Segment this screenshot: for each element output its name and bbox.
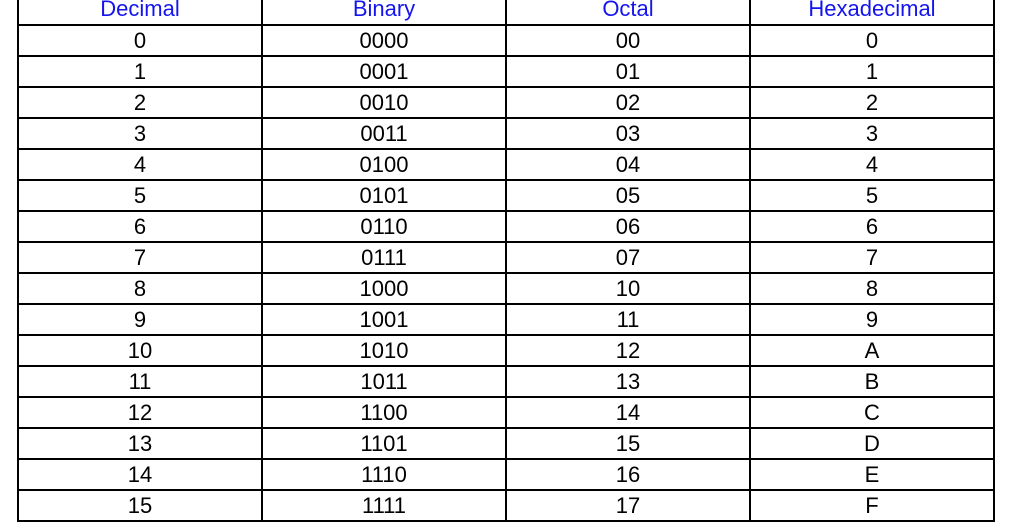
table-row: 4 0100 04 4: [17, 148, 995, 181]
table-cell-hexadecimal: 1: [749, 55, 995, 88]
table-cell-decimal: 12: [17, 396, 263, 429]
table-cell-hexadecimal: 9: [749, 303, 995, 336]
table-cell-decimal: 11: [17, 365, 263, 398]
table-cell-decimal: 9: [17, 303, 263, 336]
table-cell-binary: 1010: [261, 334, 507, 367]
table-cell-decimal: 4: [17, 148, 263, 181]
table-cell-binary: 1100: [261, 396, 507, 429]
table-cell-hexadecimal: 2: [749, 86, 995, 119]
table-cell-decimal: 15: [17, 489, 263, 522]
table-cell-binary: 1000: [261, 272, 507, 305]
column-header-binary: Binary: [261, 0, 507, 26]
table-cell-binary: 1001: [261, 303, 507, 336]
table-row: 8 1000 10 8: [17, 272, 995, 305]
table-row: 1 0001 01 1: [17, 55, 995, 88]
table-row: 15 1111 17 F: [17, 489, 995, 522]
table-cell-binary: 0000: [261, 24, 507, 57]
table-cell-octal: 16: [505, 458, 751, 491]
table-cell-binary: 0100: [261, 148, 507, 181]
table-cell-octal: 12: [505, 334, 751, 367]
table-cell-octal: 17: [505, 489, 751, 522]
column-header-decimal: Decimal: [17, 0, 263, 26]
table-row: 2 0010 02 2: [17, 86, 995, 119]
table-cell-decimal: 1: [17, 55, 263, 88]
table-row: 0 0000 00 0: [17, 24, 995, 57]
table-cell-decimal: 6: [17, 210, 263, 243]
table-row: 3 0011 03 3: [17, 117, 995, 150]
table-cell-decimal: 13: [17, 427, 263, 460]
table-cell-hexadecimal: 8: [749, 272, 995, 305]
table-cell-octal: 06: [505, 210, 751, 243]
table-cell-binary: 0001: [261, 55, 507, 88]
column-header-octal: Octal: [505, 0, 751, 26]
table-cell-octal: 03: [505, 117, 751, 150]
table-body: 0 0000 00 0 1 0001 01 1 2 0010 02 2 3 0011 03 3 4 0100 04 4…: [17, 24, 995, 522]
table-cell-octal: 13: [505, 365, 751, 398]
table-cell-decimal: 8: [17, 272, 263, 305]
table-cell-octal: 02: [505, 86, 751, 119]
table-row: 13 1101 15 D: [17, 427, 995, 460]
table-cell-hexadecimal: B: [749, 365, 995, 398]
table-cell-decimal: 5: [17, 179, 263, 212]
table-cell-decimal: 3: [17, 117, 263, 150]
table-cell-binary: 1111: [261, 489, 507, 522]
table-cell-octal: 04: [505, 148, 751, 181]
table-cell-binary: 1101: [261, 427, 507, 460]
table-cell-hexadecimal: D: [749, 427, 995, 460]
table-cell-hexadecimal: 0: [749, 24, 995, 57]
table-cell-decimal: 0: [17, 24, 263, 57]
table-cell-octal: 01: [505, 55, 751, 88]
table-row: 7 0111 07 7: [17, 241, 995, 274]
table-cell-decimal: 10: [17, 334, 263, 367]
table-row: 11 1011 13 B: [17, 365, 995, 398]
table-cell-decimal: 2: [17, 86, 263, 119]
table-cell-hexadecimal: 6: [749, 210, 995, 243]
conversion-table: Decimal Binary Octal Hexadecimal 0 0000 00…: [17, 0, 995, 522]
table-cell-hexadecimal: 5: [749, 179, 995, 212]
column-header-hexadecimal: Hexadecimal: [749, 0, 995, 26]
table-row: 14 1110 16 E: [17, 458, 995, 491]
table-cell-octal: 05: [505, 179, 751, 212]
table-cell-hexadecimal: C: [749, 396, 995, 429]
table-cell-decimal: 7: [17, 241, 263, 274]
table-cell-decimal: 14: [17, 458, 263, 491]
table-cell-octal: 14: [505, 396, 751, 429]
table-cell-binary: 0010: [261, 86, 507, 119]
table-header-row: Decimal Binary Octal Hexadecimal: [17, 0, 995, 26]
table-head: Decimal Binary Octal Hexadecimal: [17, 0, 995, 26]
table-cell-binary: 0101: [261, 179, 507, 212]
table-cell-hexadecimal: 4: [749, 148, 995, 181]
table-cell-binary: 0011: [261, 117, 507, 150]
table-cell-octal: 11: [505, 303, 751, 336]
table-cell-binary: 0110: [261, 210, 507, 243]
table-row: 6 0110 06 6: [17, 210, 995, 243]
table-cell-hexadecimal: 7: [749, 241, 995, 274]
table-cell-octal: 00: [505, 24, 751, 57]
table-cell-binary: 1110: [261, 458, 507, 491]
table-cell-hexadecimal: F: [749, 489, 995, 522]
table-cell-binary: 0111: [261, 241, 507, 274]
table-row: 5 0101 05 5: [17, 179, 995, 212]
table-cell-binary: 1011: [261, 365, 507, 398]
table-cell-hexadecimal: E: [749, 458, 995, 491]
table-cell-octal: 07: [505, 241, 751, 274]
table-row: 9 1001 11 9: [17, 303, 995, 336]
table-row: 12 1100 14 C: [17, 396, 995, 429]
table-cell-hexadecimal: A: [749, 334, 995, 367]
table-cell-octal: 15: [505, 427, 751, 460]
table-cell-octal: 10: [505, 272, 751, 305]
table-cell-hexadecimal: 3: [749, 117, 995, 150]
